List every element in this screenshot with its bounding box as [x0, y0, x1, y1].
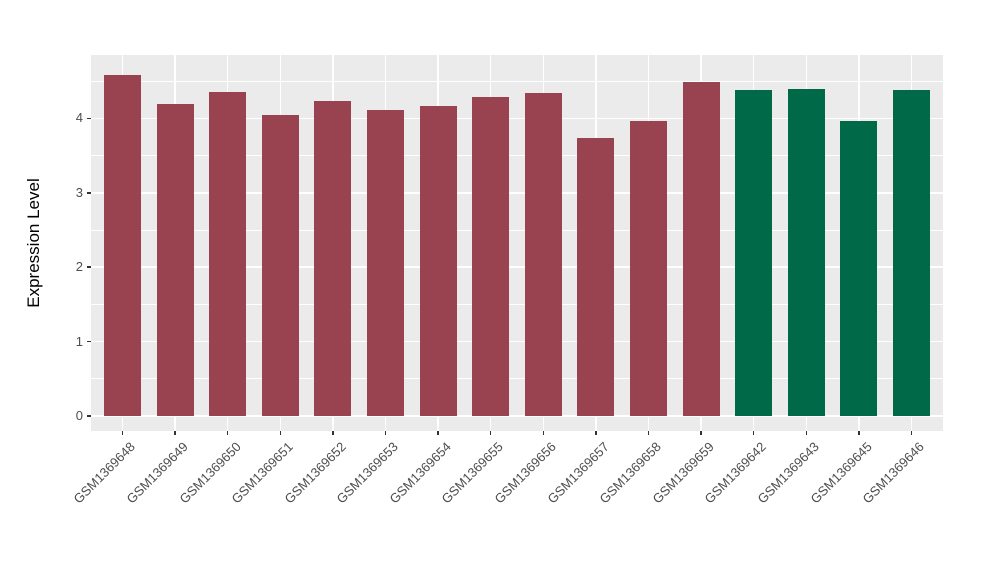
y-axis-title: Expression Level	[24, 178, 43, 308]
y-tick-3	[87, 192, 91, 194]
minor-gridline-y-4.5	[91, 80, 943, 82]
bar-GSM1369655	[472, 96, 510, 416]
x-tick-GSM1369650	[226, 431, 229, 435]
plot-panel	[91, 55, 943, 431]
bar-GSM1369646	[892, 90, 930, 416]
bar-GSM1369651	[261, 115, 299, 416]
x-tick-GSM1369651	[279, 431, 282, 435]
bar-GSM1369652	[314, 100, 352, 416]
x-tick-GSM1369652	[332, 431, 334, 435]
bar-GSM1369649	[156, 104, 194, 416]
major-gridline-y-1	[91, 340, 943, 343]
x-tick-GSM1369659	[700, 431, 702, 435]
y-tick-4	[87, 117, 91, 120]
minor-gridline-y-2.5	[91, 229, 943, 231]
y-tick-label-3: 3	[75, 184, 83, 200]
bar-GSM1369657	[577, 138, 615, 416]
y-tick-label-2: 2	[75, 259, 83, 275]
bar-GSM1369654	[419, 106, 457, 416]
major-gridline-y-0	[91, 415, 943, 417]
minor-gridline-y-3.5	[91, 155, 943, 156]
bar-GSM1369642	[735, 90, 773, 416]
y-tick-2	[87, 266, 91, 268]
bar-GSM1369656	[524, 93, 562, 416]
bar-GSM1369643	[787, 88, 825, 416]
x-tick-GSM1369643	[805, 431, 807, 435]
bar-GSM1369653	[367, 110, 405, 416]
x-tick-GSM1369646	[910, 431, 913, 435]
x-tick-GSM1369657	[595, 431, 597, 435]
minor-gridline-y-0.5	[91, 378, 943, 380]
x-tick-GSM1369655	[489, 431, 492, 435]
y-tick-label-4: 4	[75, 110, 83, 126]
major-gridline-y-4	[91, 117, 943, 120]
x-tick-GSM1369654	[437, 431, 439, 435]
bar-GSM1369658	[629, 120, 667, 416]
major-gridline-y-3	[91, 192, 943, 194]
x-tick-GSM1369645	[858, 431, 860, 435]
x-tick-GSM1369649	[174, 431, 176, 435]
x-tick-GSM1369653	[384, 431, 387, 435]
minor-gridline-y-1.5	[91, 304, 943, 305]
bar-GSM1369645	[840, 121, 878, 416]
x-tick-GSM1369658	[647, 431, 650, 435]
y-tick-0	[87, 415, 91, 417]
x-tick-GSM1369648	[121, 431, 124, 435]
bar-GSM1369659	[682, 81, 720, 416]
x-tick-GSM1369642	[752, 431, 755, 435]
y-tick-label-1: 1	[75, 333, 83, 349]
x-tick-GSM1369656	[542, 431, 545, 435]
bar-GSM1369648	[104, 74, 142, 416]
bar-GSM1369650	[209, 92, 247, 416]
major-gridline-y-2	[91, 266, 943, 268]
y-tick-label-0: 0	[75, 408, 83, 423]
y-tick-1	[87, 340, 91, 343]
